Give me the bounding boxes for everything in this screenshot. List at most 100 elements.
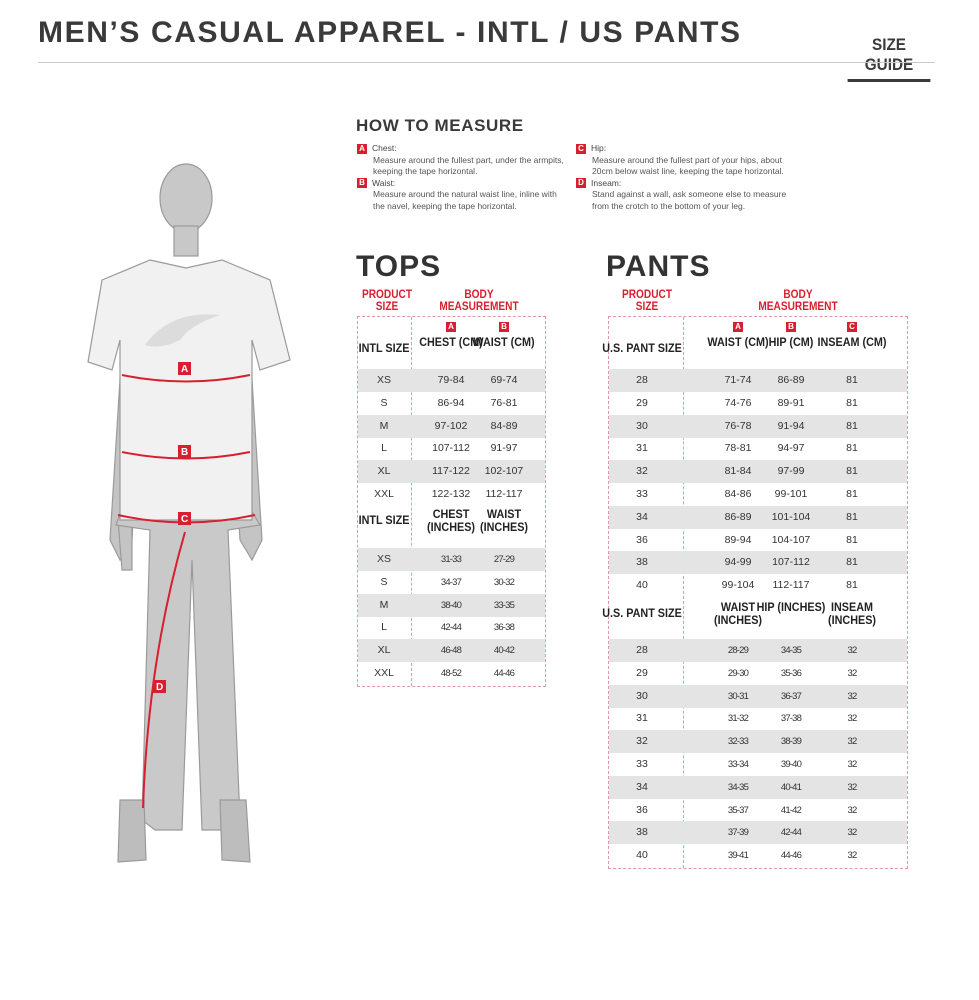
pants-c3-cell: 81 (846, 465, 858, 478)
pants-cm-header-size: U.S. PANT SIZE (602, 341, 682, 355)
pants-c3-cell: 32 (847, 713, 858, 725)
pants-size-cell: 32 (636, 465, 648, 478)
tops-c1-cell: 122-132 (431, 488, 471, 500)
tops-size-cell: XXL (374, 488, 394, 500)
pants-c3-cell: 32 (847, 690, 858, 702)
tops-size-cell: XS (376, 374, 391, 386)
tops-cm-header-c1: CHEST (CM) (419, 335, 483, 349)
pants-c2-cell: 41-42 (780, 804, 802, 816)
pants-c2-cell: 94-97 (777, 442, 805, 455)
tops-size-cell: XL (377, 465, 391, 478)
pants-size-cell: 32 (636, 735, 648, 748)
pants-size-cell: 30 (636, 419, 648, 432)
table-row: 38 94-99 107-112 81 (609, 551, 907, 575)
measure-desc: Measure around the fullest part, under t… (373, 154, 564, 177)
table-row: L 42-44 36-38 (358, 616, 545, 639)
pants-size-cell: 31 (636, 712, 648, 725)
pants-inches-header-size: U.S. PANT SIZE (602, 606, 682, 620)
pants-c2-cell: 107-112 (772, 556, 810, 569)
tops-c2-cell: 76-81 (490, 396, 518, 409)
tops-c1-cell: 107-112 (432, 442, 470, 455)
pants-title: PANTS (606, 250, 711, 283)
pants-c1-cell: 94-99 (724, 556, 752, 569)
pants-c2-cell: 40-41 (780, 781, 802, 793)
pants-c3-cell: 32 (847, 781, 858, 793)
pants-c1-cell: 28-29 (727, 645, 749, 656)
tops-c2-cell: 91-97 (490, 442, 518, 455)
pants-c3-cell: 81 (846, 556, 858, 569)
measure-label: Waist: (372, 177, 396, 188)
pants-c1-cell: 99-104 (721, 579, 755, 592)
pants-c1-cell: 81-84 (724, 465, 752, 478)
table-row: XS 31-33 27-29 (358, 548, 545, 571)
pants-c1-cell: 35-37 (727, 804, 749, 816)
pants-c1-cell: 89-94 (724, 533, 752, 546)
tops-size-cell: XS (376, 553, 391, 565)
tops-c2-cell: 40-42 (493, 645, 515, 657)
table-row: XXL 48-52 44-46 (358, 662, 545, 685)
pants-body-measurement-header: BODY MEASUREMENT (758, 289, 838, 313)
tops-c1-cell: 97-102 (434, 419, 468, 432)
tops-c1-cell: 31-33 (440, 554, 462, 565)
pants-c3-cell: 81 (846, 419, 858, 432)
how-to-measure-title: HOW TO MEASURE (356, 116, 524, 135)
pants-size-cell: 34 (636, 780, 648, 793)
pants-c2-cell: 38-39 (780, 736, 802, 748)
measure-desc: Measure around the natural waist line, i… (373, 189, 557, 211)
pants-c2-cell: 36-37 (780, 690, 802, 702)
pants-c1-cell: 30-31 (727, 690, 749, 702)
pants-c3-cell: 81 (846, 510, 858, 523)
badge-b: B (357, 178, 367, 189)
tops-body-measurement-header: BODY MEASUREMENT (439, 289, 519, 313)
table-row: 38 37-39 42-44 32 (609, 821, 907, 845)
tops-size-cell: XXL (374, 667, 394, 679)
table-row: 28 28-29 34-35 32 (609, 639, 907, 662)
tops-c2-cell: 27-29 (493, 554, 515, 565)
pants-cm-header-c1: WAIST (CM) (707, 335, 769, 349)
tops-size-cell: S (380, 396, 388, 409)
pants-badge-a: A (733, 322, 743, 332)
tops-c1-cell: 86-94 (437, 396, 465, 409)
tops-badge-a: A (446, 322, 456, 332)
pants-size-cell: 38 (636, 826, 648, 839)
pants-table: A B C U.S. PANT SIZE WAIST (CM) HIP (CM) INSEA… (602, 316, 908, 869)
table-row: S 86-94 76-81 (358, 392, 545, 415)
badge-a: A (357, 143, 367, 154)
tops-c1-cell: 46-48 (440, 645, 462, 657)
tops-table: A B INTL SIZE CHEST (CM) WAIST (CM) XS 79-84 69… (357, 316, 546, 687)
table-row: 28 71-74 86-89 81 (609, 369, 907, 392)
table-row: 29 74-76 89-91 81 (609, 392, 907, 415)
pants-c1-cell: 74-76 (724, 396, 752, 409)
pants-size-cell: 33 (636, 488, 648, 500)
pants-c3-cell: 81 (846, 396, 858, 409)
pants-c3-cell: 81 (846, 488, 858, 500)
tops-c2-cell: 84-89 (490, 419, 518, 432)
table-row: XL 46-48 40-42 (358, 639, 545, 663)
pants-size-cell: 40 (636, 849, 648, 862)
pants-size-cell: 33 (636, 758, 648, 770)
pants-inches-header-c1: WAIST (INCHES) (713, 600, 763, 627)
measure-label: Inseam: (591, 177, 622, 188)
tops-inches-header-size: INTL SIZE (358, 513, 410, 527)
pants-c1-cell: 29-30 (727, 667, 749, 679)
pants-c3-cell: 32 (847, 645, 858, 656)
page-title: MEN’S CASUAL APPAREL - INTL / US PANTS (38, 16, 742, 49)
measure-chest: A Chest: Measure around the fullest part,… (357, 143, 567, 212)
tops-cm-header-c2: WAIST (CM) (473, 335, 535, 349)
pants-c2-cell: 112-117 (772, 579, 810, 592)
pants-c2-cell: 39-40 (780, 759, 802, 770)
tops-inches-header-c2: WAIST (INCHES) (479, 507, 529, 534)
table-row: XXL 122-132 112-117 (358, 483, 545, 506)
pants-c3-cell: 32 (847, 759, 858, 770)
chest-line (121, 374, 251, 383)
pants-c1-cell: 33-34 (727, 759, 749, 770)
tops-product-size-header: PRODUCT SIZE (361, 289, 413, 313)
table-row: 32 32-33 38-39 32 (609, 730, 907, 754)
pants-c1-cell: 76-78 (724, 419, 752, 432)
pants-c1-cell: 86-89 (724, 510, 752, 523)
pants-c1-cell: 78-81 (724, 442, 752, 455)
table-row: 33 84-86 99-101 81 (609, 483, 907, 506)
pants-c2-cell: 86-89 (777, 374, 805, 386)
pants-c3-cell: 32 (847, 736, 858, 748)
pants-size-cell: 28 (636, 644, 648, 656)
